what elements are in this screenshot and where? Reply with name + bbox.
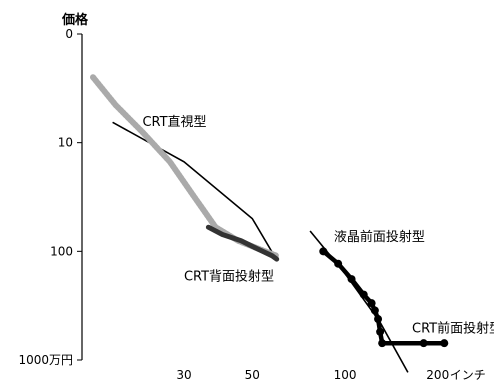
series-label-3: CRT前面投射型: [412, 321, 494, 337]
series-layer: [90, 74, 449, 373]
annotation-layer: CRT直視型 CRT背面投射型 液晶前面投射型 CRT前面投射型: [142, 115, 494, 337]
x-tick-label-1: 50: [245, 368, 260, 382]
data-point-3-4: [367, 299, 376, 308]
x-axis-ticks: 30 50 100 200 インチ: [176, 368, 485, 382]
y-axis-title: 価格: [61, 12, 89, 28]
series-label-2: 液晶前面投射型: [334, 229, 425, 245]
series-line-4: [309, 230, 409, 373]
y-tick-label-0: 0: [65, 27, 73, 41]
y-axis-ticks: 0 10 100 1000万円: [18, 27, 82, 367]
y-tick-label-2: 100: [50, 244, 73, 258]
series-thick-2: [205, 224, 280, 262]
x-tick-label-0: 30: [176, 368, 191, 382]
data-point-3-8: [378, 339, 387, 348]
data-point-3-10: [440, 339, 449, 348]
series-label-0: CRT直視型: [142, 115, 206, 130]
data-point-3-9: [419, 339, 428, 348]
x-axis-unit: インチ: [450, 368, 486, 382]
y-tick-label-3: 1000万円: [18, 353, 73, 367]
series-line-0: [112, 121, 278, 261]
x-tick-label-2: 100: [334, 368, 357, 382]
y-tick-label-1: 10: [58, 136, 73, 150]
series-band-1: [90, 74, 280, 259]
x-tick-label-3: 200: [426, 368, 449, 382]
series-label-1: CRT背面投射型: [184, 268, 274, 284]
data-point-3-7: [376, 327, 385, 336]
